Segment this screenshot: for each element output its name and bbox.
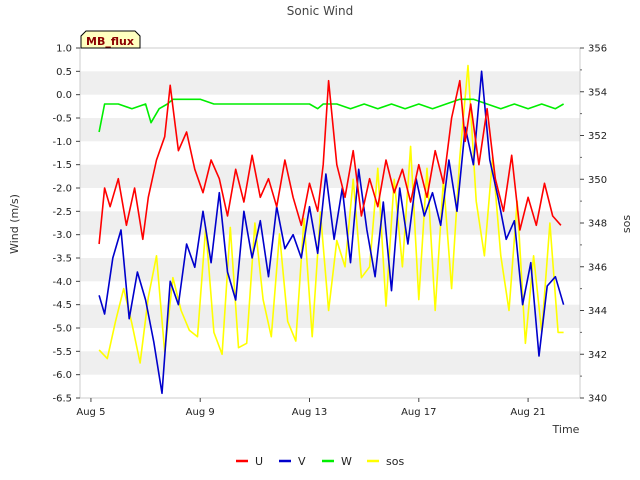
x-tick-label: Aug 9 (186, 407, 215, 418)
legend-label-v: V (298, 455, 306, 468)
chart-title: Sonic Wind (287, 4, 353, 18)
series-line-u (98, 79, 562, 245)
y2-tick-label: 356 (588, 44, 607, 55)
y-tick-label: -6.0 (52, 370, 72, 381)
x-tick-label: Aug 17 (401, 407, 436, 418)
y-tick-label: 0.5 (56, 67, 72, 78)
grid-band (80, 351, 580, 375)
legend-label-u: U (255, 455, 263, 468)
x-axis-label: Time (552, 423, 580, 436)
badge: MB_flux (80, 30, 141, 49)
plot-background-bands (80, 48, 580, 398)
grid-band (80, 258, 580, 282)
series-lines (98, 64, 565, 395)
y-tick-label: -2.0 (52, 184, 72, 195)
y2-tick-label: 348 (588, 219, 607, 230)
y-tick-label: -5.5 (52, 347, 72, 358)
y2-tick-label: 350 (588, 175, 607, 186)
badge-label: MB_flux (86, 35, 134, 48)
y-tick-label: 0.0 (56, 90, 72, 101)
series-line-sos (98, 64, 564, 364)
y2-tick-label: 346 (588, 262, 607, 273)
left-axis: 1.0 0.5 0.0 -0.5 -1.0 -1.5 -2.0 -2.5 -3.0 -3.5 -4.… (52, 44, 80, 405)
badge-shape (80, 30, 141, 49)
grid-band (80, 304, 580, 328)
x-tick-label: Aug 21 (510, 407, 545, 418)
legend-label-sos: sos (386, 455, 404, 468)
y2-tick-label: 354 (588, 87, 607, 98)
grid-band (80, 118, 580, 142)
y-tick-label: -0.5 (52, 114, 72, 125)
y-tick-label: -6.5 (52, 394, 72, 405)
x-tick-label: Aug 5 (76, 407, 105, 418)
series-line-w (98, 98, 564, 133)
y2-axis-label: sos (620, 215, 633, 233)
y-tick-label: -3.5 (52, 254, 72, 265)
y-tick-label: -4.0 (52, 277, 72, 288)
y-axis-label: Wind (m/s) (8, 194, 21, 254)
y2-tick-label: 344 (588, 306, 607, 317)
y-tick-label: -1.5 (52, 160, 72, 171)
y2-tick-label: 352 (588, 131, 607, 142)
y-tick-label: -2.5 (52, 207, 72, 218)
y2-tick-label: 340 (588, 394, 607, 405)
y-tick-label: -3.0 (52, 230, 72, 241)
x-axis: Aug 5 Aug 9 Aug 13 Aug 17 Aug 21 (76, 398, 546, 418)
x-tick-label: Aug 13 (292, 407, 327, 418)
y-tick-label: -5.0 (52, 324, 72, 335)
grid-band (80, 71, 580, 95)
y-tick-label: -1.0 (52, 137, 72, 148)
y2-tick-label: 342 (588, 350, 607, 361)
y-tick-label: 1.0 (56, 44, 72, 55)
right-axis: 340 342 344 346 348 350 352 354 356 (580, 44, 607, 405)
y-tick-label: -4.5 (52, 300, 72, 311)
legend-label-w: W (341, 455, 352, 468)
